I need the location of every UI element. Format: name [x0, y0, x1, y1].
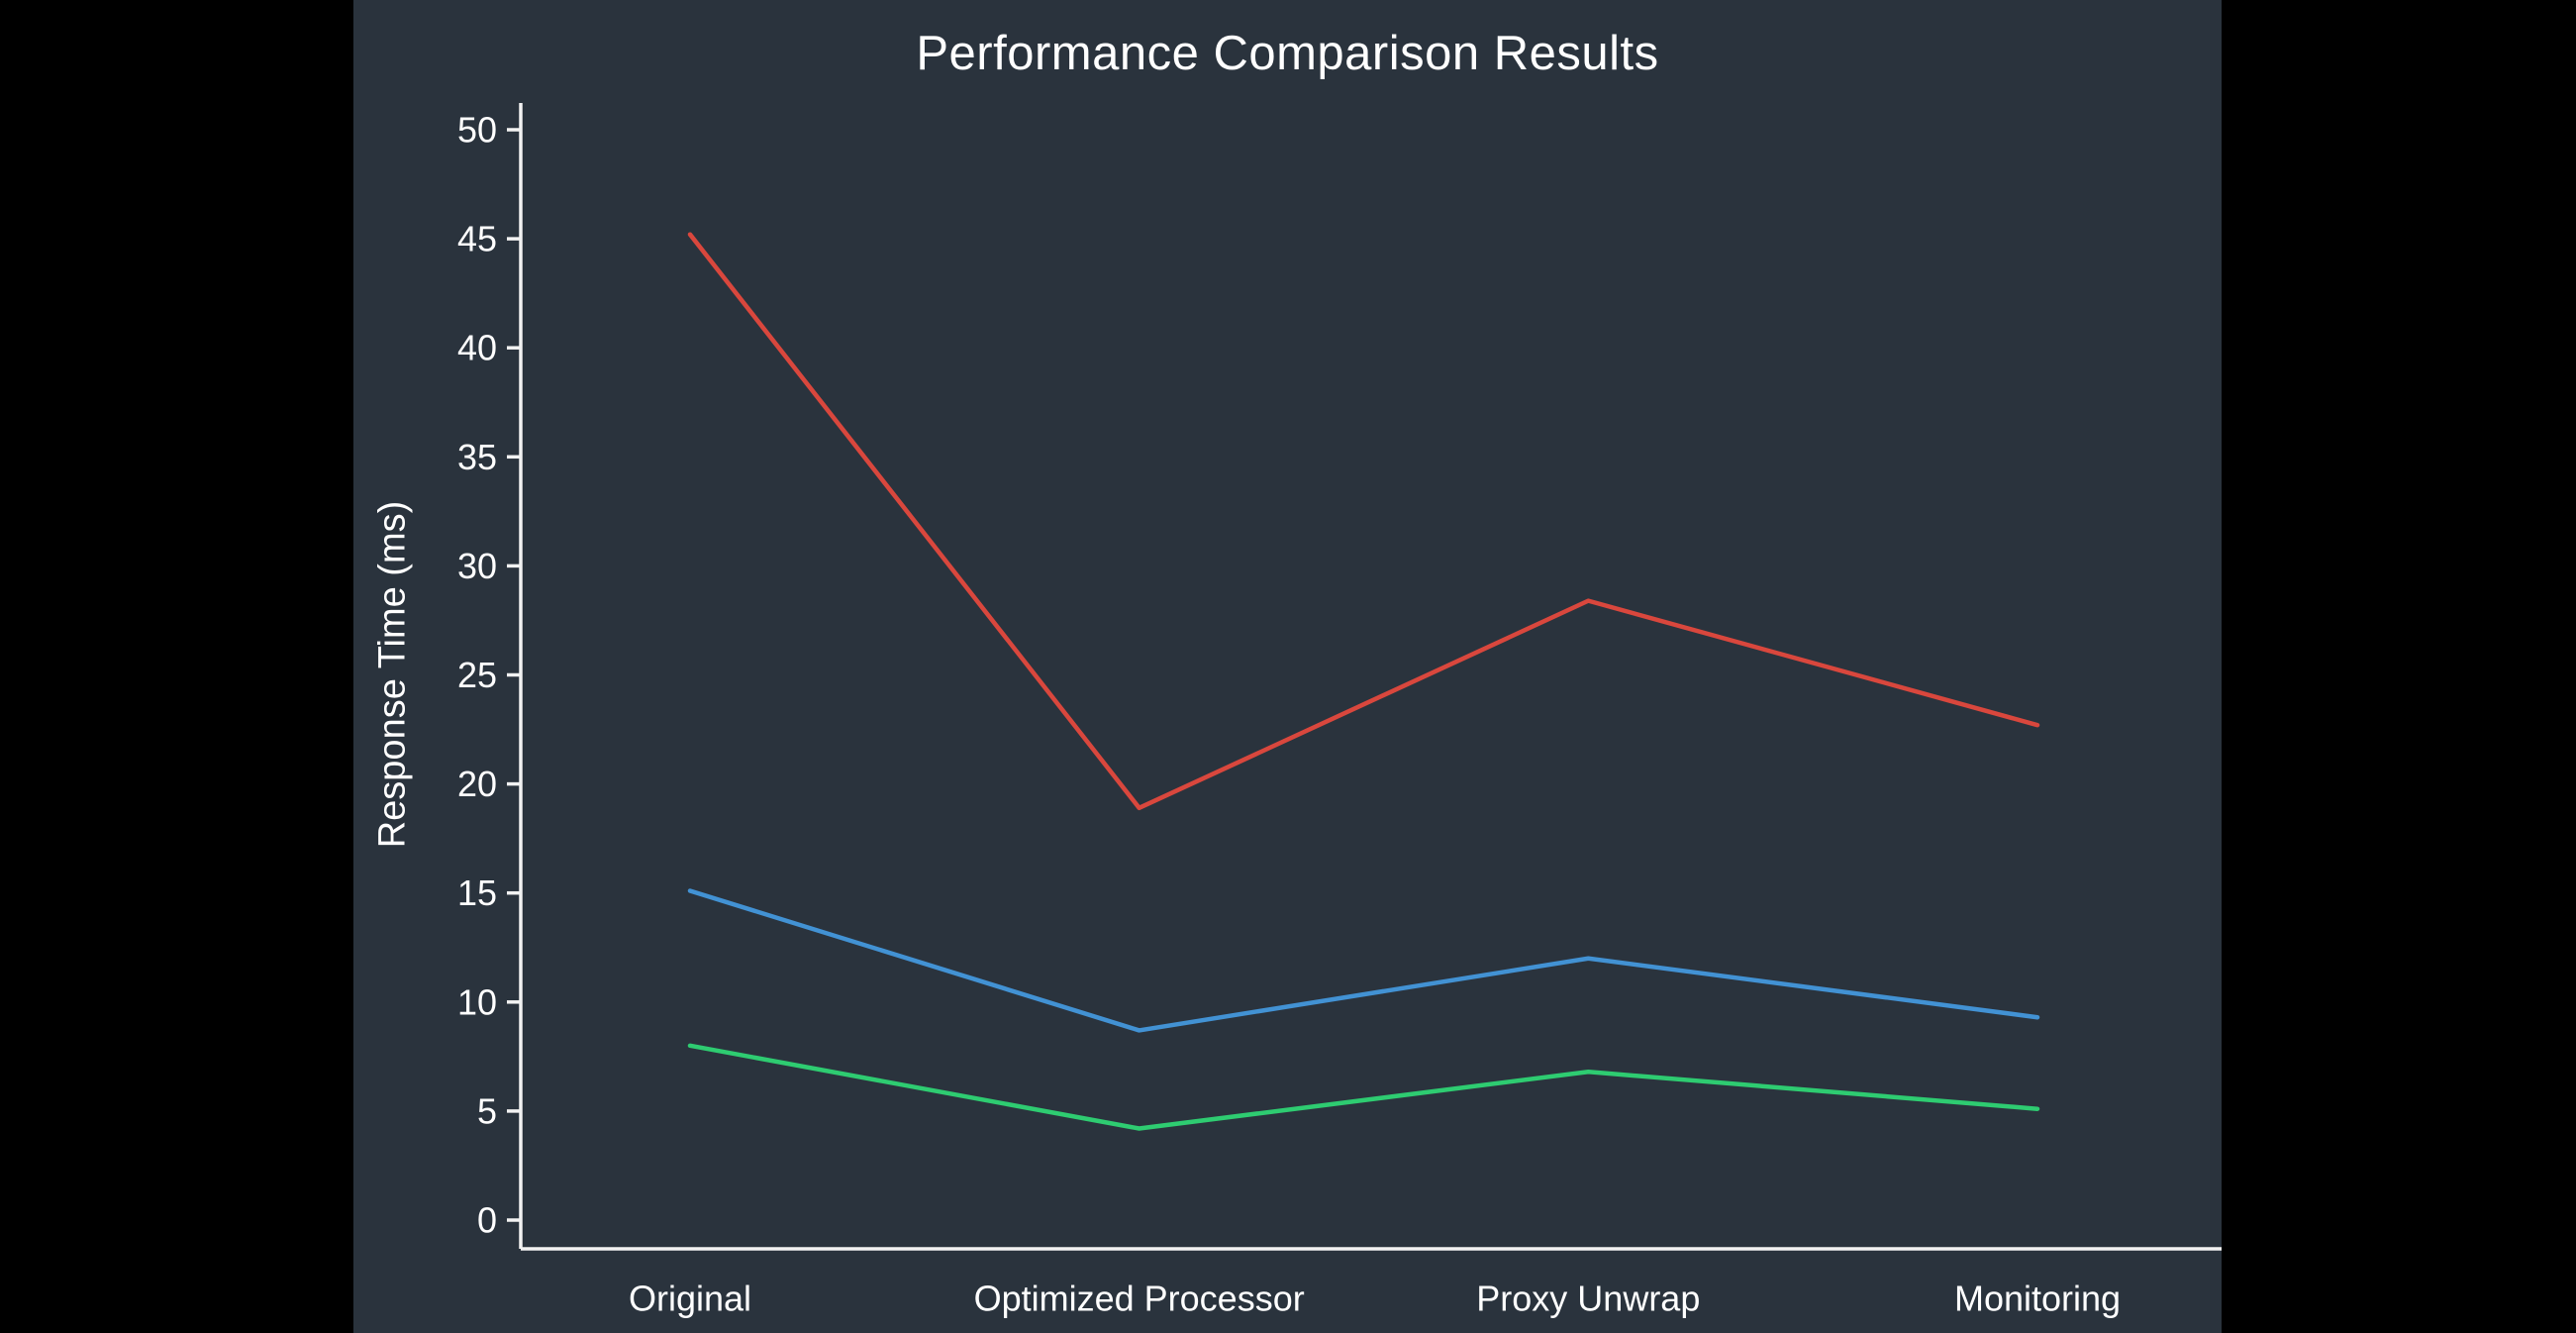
x-category-label: Proxy Unwrap [1476, 1279, 1700, 1319]
y-tick-label: 40 [457, 328, 497, 368]
y-tick-label: 5 [477, 1090, 497, 1131]
chart-title: Performance Comparison Results [916, 27, 1659, 80]
series-line-2 [687, 1043, 2040, 1131]
y-tick-label: 30 [457, 546, 497, 586]
x-category-label: Optimized Processor [974, 1279, 1305, 1319]
y-tick-label: 15 [457, 872, 497, 913]
y-tick-label: 45 [457, 219, 497, 259]
series-line-1 [687, 888, 2040, 1033]
y-tick-label: 50 [457, 110, 497, 151]
series-line-0 [687, 232, 2040, 811]
y-tick-label: 35 [457, 437, 497, 477]
y-tick-label: 20 [457, 764, 497, 804]
y-tick-label: 25 [457, 655, 497, 695]
line-chart: 0 5 10 15 20 25 30 35 40 45 50 Original Optimized Pr… [457, 103, 2222, 1319]
y-tick-label: 0 [477, 1200, 497, 1241]
chart-panel: Performance Comparison Results Response … [353, 0, 2222, 1333]
y-tick-label: 10 [457, 981, 497, 1022]
x-category-label: Monitoring [1954, 1279, 2121, 1319]
x-category-label: Original [629, 1279, 751, 1319]
